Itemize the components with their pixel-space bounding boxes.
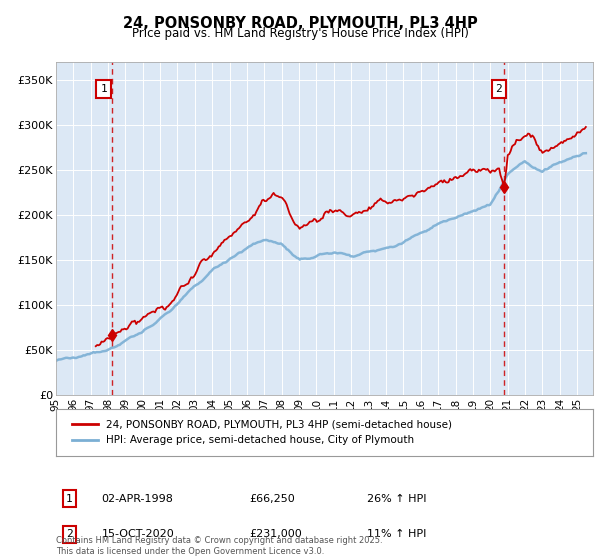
Text: £231,000: £231,000 [249, 529, 302, 539]
Text: 26% ↑ HPI: 26% ↑ HPI [367, 493, 427, 503]
Text: 11% ↑ HPI: 11% ↑ HPI [367, 529, 427, 539]
Text: 1: 1 [100, 83, 107, 94]
Text: 2: 2 [496, 83, 502, 94]
Legend: 24, PONSONBY ROAD, PLYMOUTH, PL3 4HP (semi-detached house), HPI: Average price, : 24, PONSONBY ROAD, PLYMOUTH, PL3 4HP (se… [67, 414, 457, 451]
Text: Contains HM Land Registry data © Crown copyright and database right 2025.
This d: Contains HM Land Registry data © Crown c… [56, 536, 382, 556]
Text: 2: 2 [66, 529, 73, 539]
Text: 15-OCT-2020: 15-OCT-2020 [101, 529, 174, 539]
Text: 02-APR-1998: 02-APR-1998 [101, 493, 173, 503]
Text: 24, PONSONBY ROAD, PLYMOUTH, PL3 4HP: 24, PONSONBY ROAD, PLYMOUTH, PL3 4HP [122, 16, 478, 31]
Text: Price paid vs. HM Land Registry's House Price Index (HPI): Price paid vs. HM Land Registry's House … [131, 27, 469, 40]
Text: 1: 1 [66, 493, 73, 503]
Text: £66,250: £66,250 [249, 493, 295, 503]
